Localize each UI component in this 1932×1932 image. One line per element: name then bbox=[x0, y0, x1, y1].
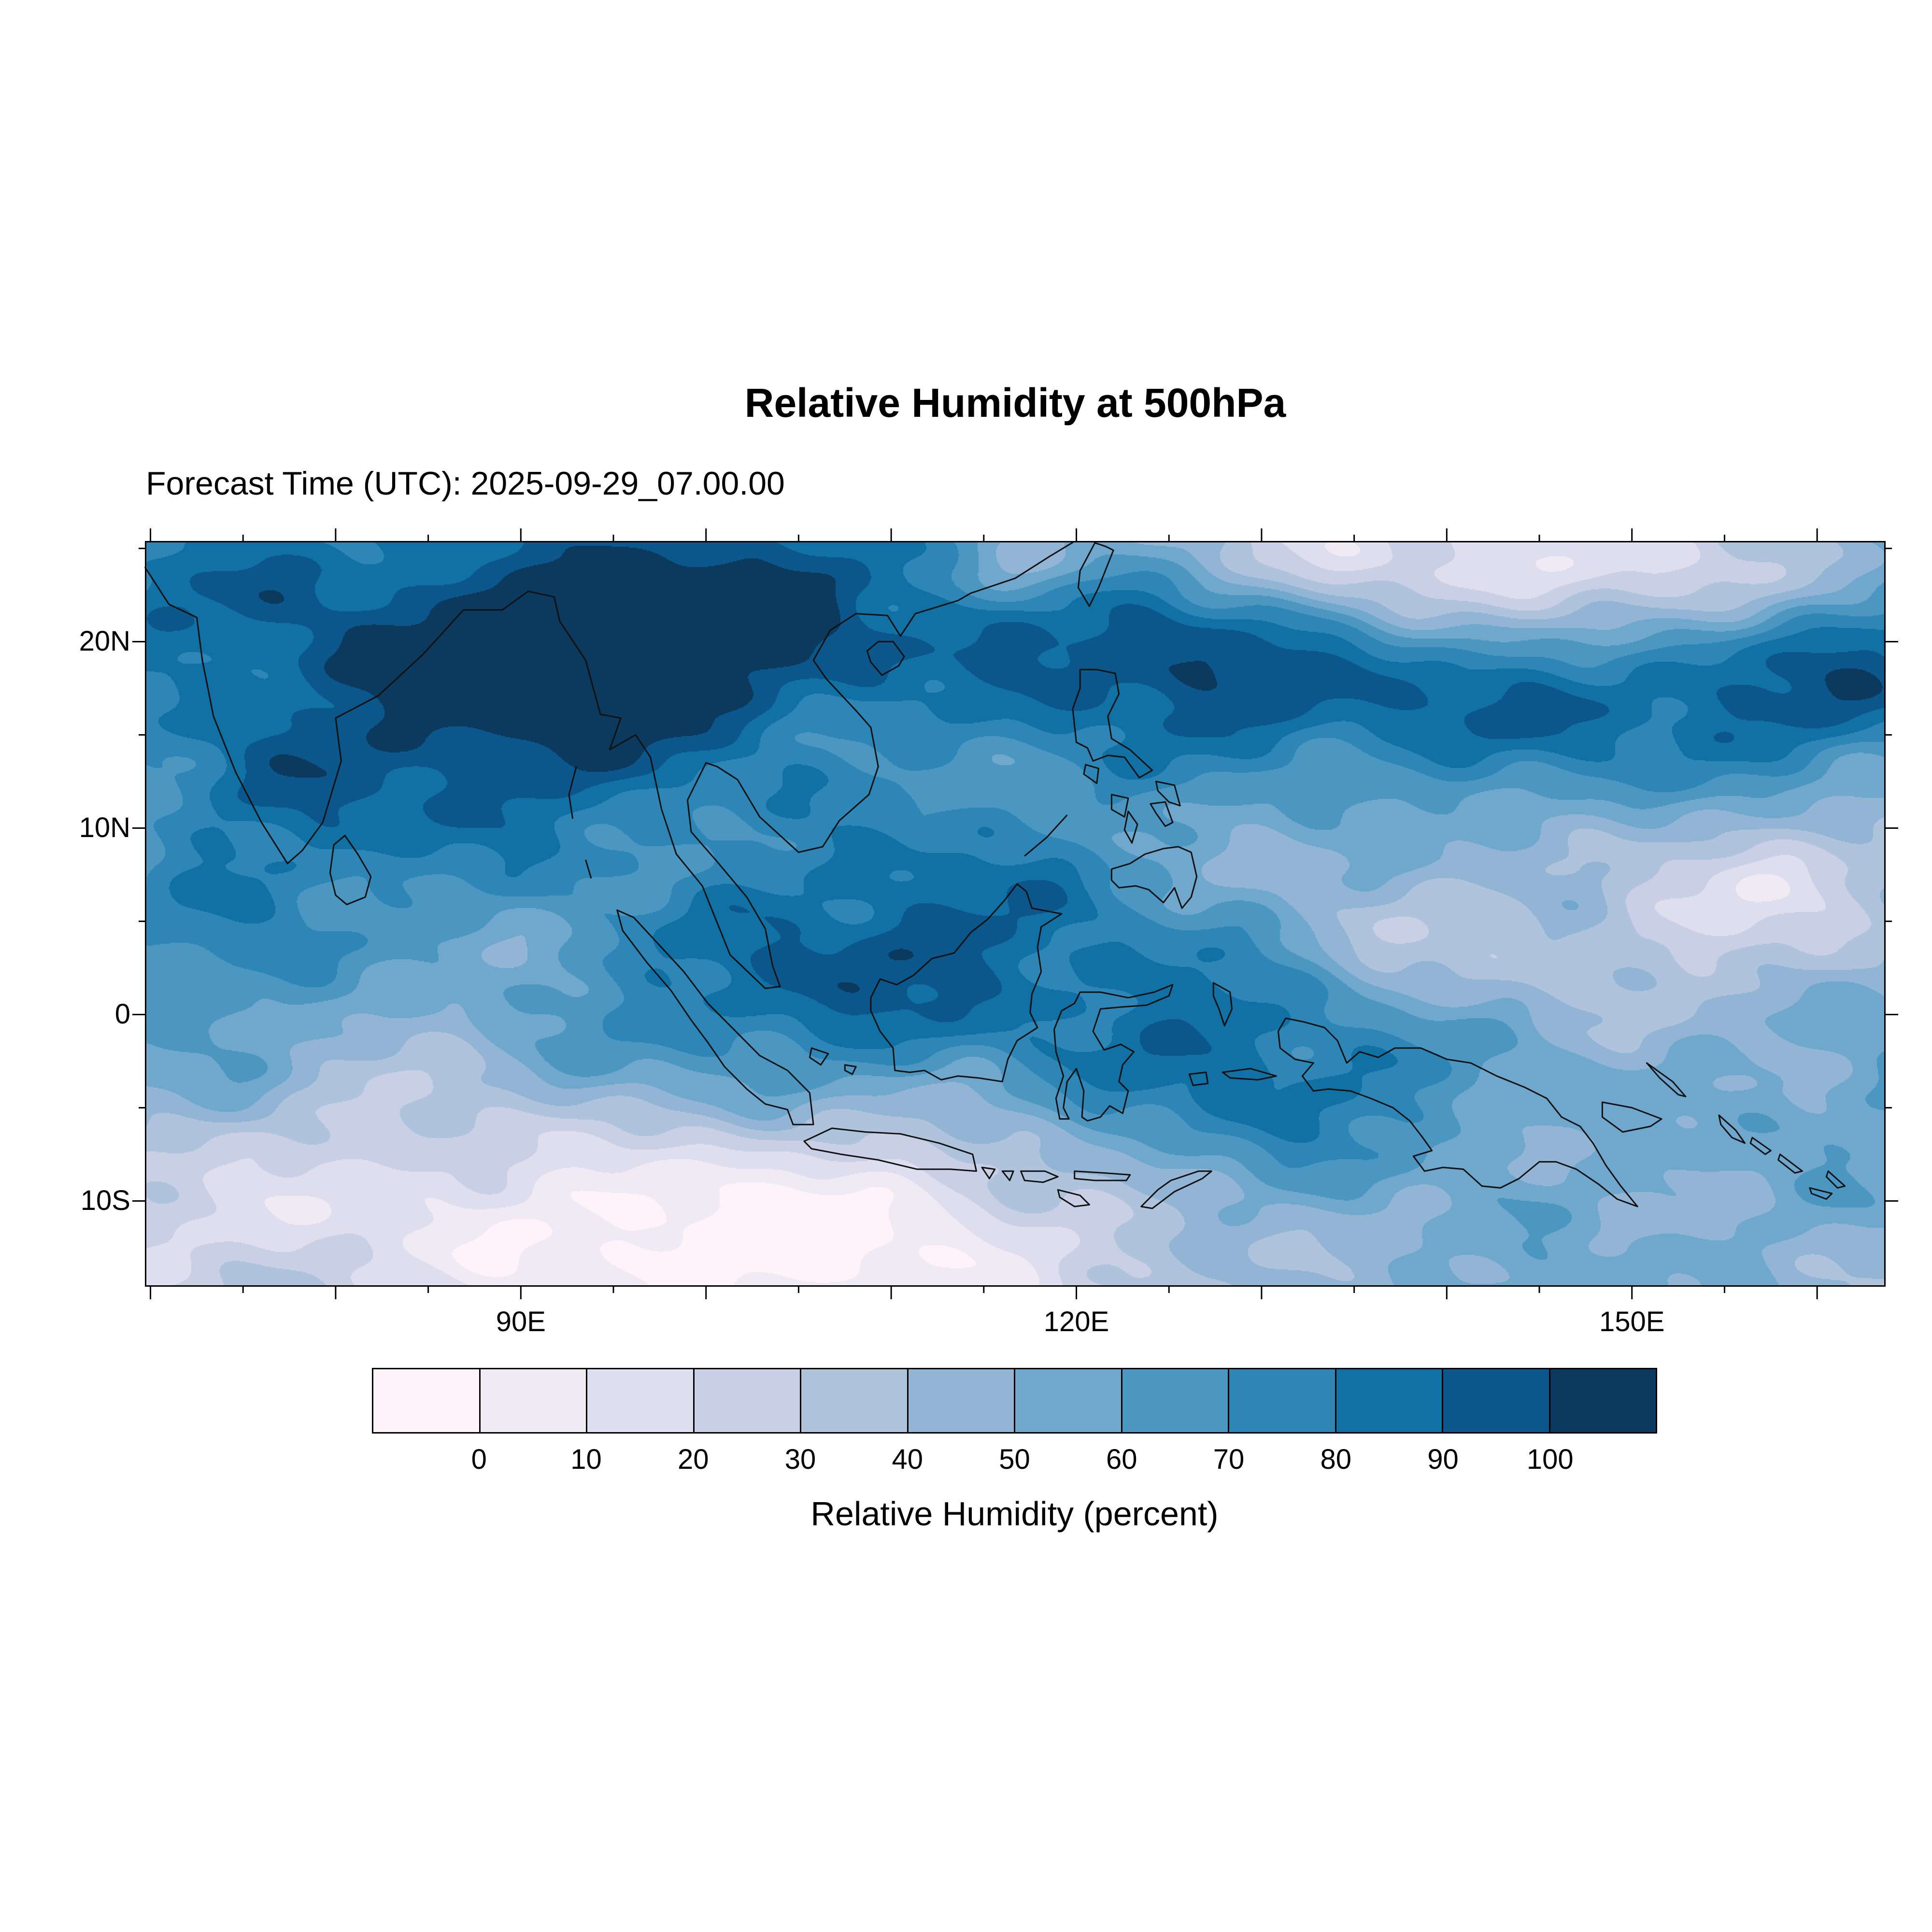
colorbar-cell-8 bbox=[1228, 1368, 1336, 1434]
colorbar-tick-label-20: 20 bbox=[677, 1444, 709, 1475]
colorbar-tick-label-80: 80 bbox=[1320, 1444, 1351, 1475]
colorbar-cell-3 bbox=[693, 1368, 801, 1434]
colorbar-tick-label-60: 60 bbox=[1106, 1444, 1137, 1475]
x-tick-label-120E: 120E bbox=[1043, 1306, 1109, 1337]
colorbar-cell-2 bbox=[586, 1368, 695, 1434]
x-tick-label-150E: 150E bbox=[1599, 1306, 1665, 1337]
colorbar-tick-label-100: 100 bbox=[1526, 1444, 1574, 1475]
map-plot-area bbox=[132, 528, 1898, 1299]
colorbar bbox=[372, 1368, 1657, 1434]
colorbar-tick-label-70: 70 bbox=[1213, 1444, 1245, 1475]
plot-title: Relative Humidity at 500hPa bbox=[744, 380, 1286, 426]
y-tick-label-10N: 10N bbox=[79, 812, 130, 844]
colorbar-cell-1 bbox=[479, 1368, 587, 1434]
colorbar-tick-label-10: 10 bbox=[570, 1444, 602, 1475]
colorbar-cell-4 bbox=[800, 1368, 909, 1434]
y-tick-label-10S: 10S bbox=[80, 1185, 130, 1217]
colorbar-cell-0 bbox=[372, 1368, 481, 1434]
colorbar-cell-6 bbox=[1014, 1368, 1122, 1434]
colorbar-cell-9 bbox=[1335, 1368, 1443, 1434]
humidity-field-canvas bbox=[145, 541, 1886, 1287]
colorbar-cell-10 bbox=[1442, 1368, 1550, 1434]
colorbar-tick-label-0: 0 bbox=[471, 1444, 487, 1475]
colorbar-title: Relative Humidity (percent) bbox=[810, 1495, 1219, 1533]
y-tick-label-20N: 20N bbox=[79, 625, 130, 657]
colorbar-tick-label-90: 90 bbox=[1427, 1444, 1459, 1475]
colorbar-tick-label-50: 50 bbox=[999, 1444, 1030, 1475]
y-tick-label-0: 0 bbox=[114, 998, 130, 1030]
colorbar-tick-label-40: 40 bbox=[892, 1444, 923, 1475]
colorbar-cell-11 bbox=[1548, 1368, 1657, 1434]
colorbar-tick-label-30: 30 bbox=[784, 1444, 816, 1475]
forecast-time-label: Forecast Time (UTC): 2025-09-29_07.00.00 bbox=[146, 465, 785, 502]
colorbar-cell-5 bbox=[907, 1368, 1015, 1434]
x-tick-label-90E: 90E bbox=[496, 1306, 546, 1337]
colorbar-cell-7 bbox=[1121, 1368, 1229, 1434]
